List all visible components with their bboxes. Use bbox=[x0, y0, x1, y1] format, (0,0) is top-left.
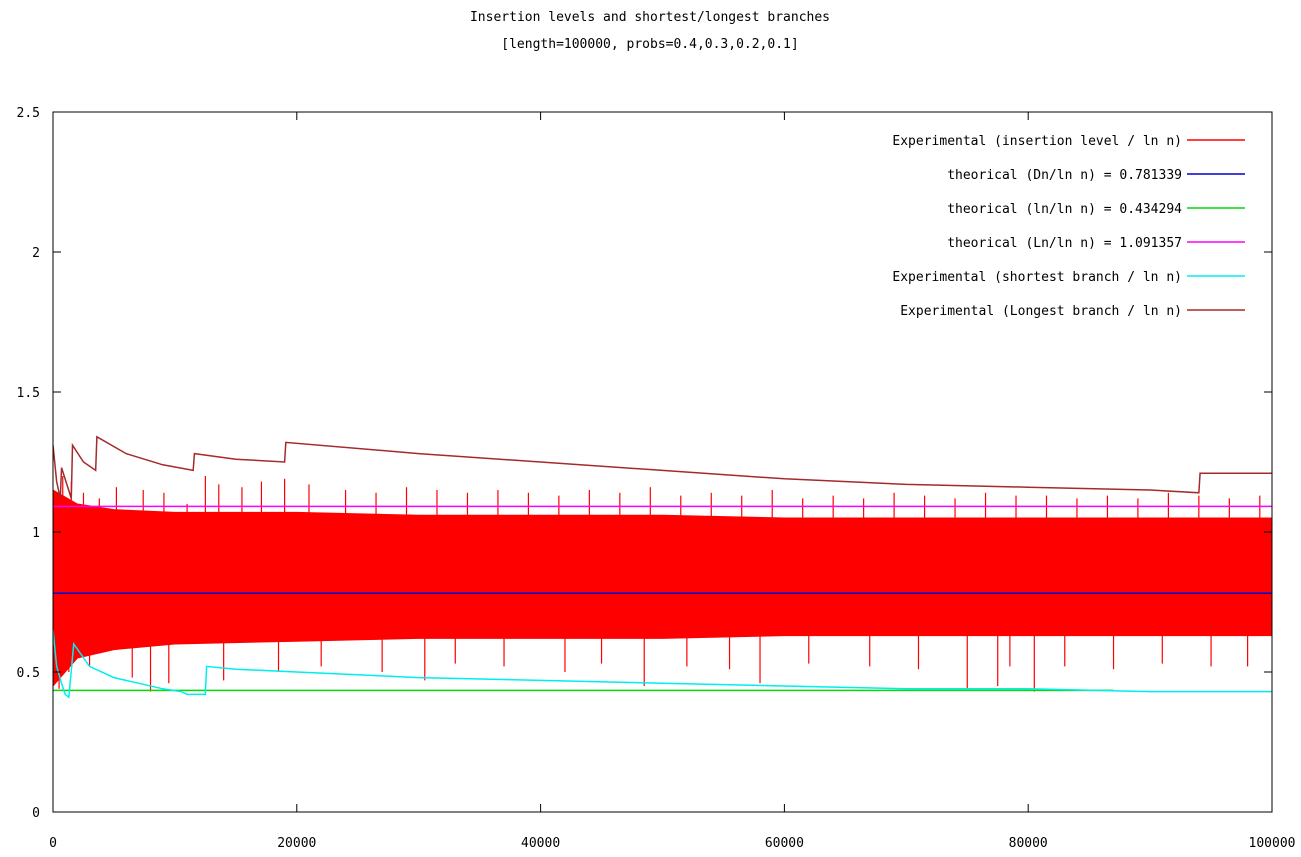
x-tick-label: 40000 bbox=[521, 836, 560, 851]
legend-item-ln-theoretical: theorical (ln/ln n) = 0.434294 bbox=[947, 202, 1245, 217]
legend: Experimental (insertion level / ln n) the… bbox=[892, 134, 1245, 319]
x-tick-label: 100000 bbox=[1249, 836, 1296, 851]
series-insertion-level-band bbox=[53, 489, 1272, 687]
series-shortest-branch-line bbox=[53, 629, 1272, 699]
series-longest-branch-line bbox=[53, 435, 1272, 499]
x-tick-label: 80000 bbox=[1009, 836, 1048, 851]
y-tick-label: 1.5 bbox=[17, 386, 40, 401]
y-tick-label: 2.5 bbox=[17, 106, 40, 121]
legend-item-longest-branch: Experimental (Longest branch / ln n) bbox=[900, 304, 1245, 319]
legend-label: Experimental (Longest branch / ln n) bbox=[900, 304, 1182, 319]
legend-label: Experimental (insertion level / ln n) bbox=[892, 134, 1182, 149]
x-tick-label: 60000 bbox=[765, 836, 804, 851]
legend-label: theorical (Dn/ln n) = 0.781339 bbox=[947, 168, 1182, 183]
plot-frame bbox=[52, 111, 1273, 813]
chart-title: Insertion levels and shortest/longest br… bbox=[470, 10, 830, 25]
chart-subtitle: [length=100000, probs=0.4,0.3,0.2,0.1] bbox=[501, 37, 798, 52]
legend-label: theorical (Ln/ln n) = 1.091357 bbox=[947, 236, 1182, 251]
y-tick-label: 0.5 bbox=[17, 666, 40, 681]
x-tick-label: 0 bbox=[49, 836, 57, 851]
x-tick-label: 20000 bbox=[277, 836, 316, 851]
y-tick-label: 0 bbox=[32, 806, 40, 821]
legend-item-insertion-level: Experimental (insertion level / ln n) bbox=[892, 134, 1245, 149]
legend-item-dn-theoretical: theorical (Dn/ln n) = 0.781339 bbox=[947, 168, 1245, 183]
legend-label: theorical (ln/ln n) = 0.434294 bbox=[947, 202, 1182, 217]
legend-item-Ln-theoretical: theorical (Ln/ln n) = 1.091357 bbox=[947, 236, 1245, 251]
y-tick-label: 1 bbox=[32, 526, 40, 541]
axes-layer: 0 0.5 1 1.5 2 2.5 0 20000 40000 60000 80000 100000 bbox=[17, 106, 1296, 851]
plot-area bbox=[53, 435, 1272, 699]
legend-label: Experimental (shortest branch / ln n) bbox=[892, 270, 1182, 285]
y-tick-label: 2 bbox=[32, 246, 40, 261]
plot-layer bbox=[53, 435, 1272, 699]
legend-item-shortest-branch: Experimental (shortest branch / ln n) bbox=[892, 270, 1245, 285]
